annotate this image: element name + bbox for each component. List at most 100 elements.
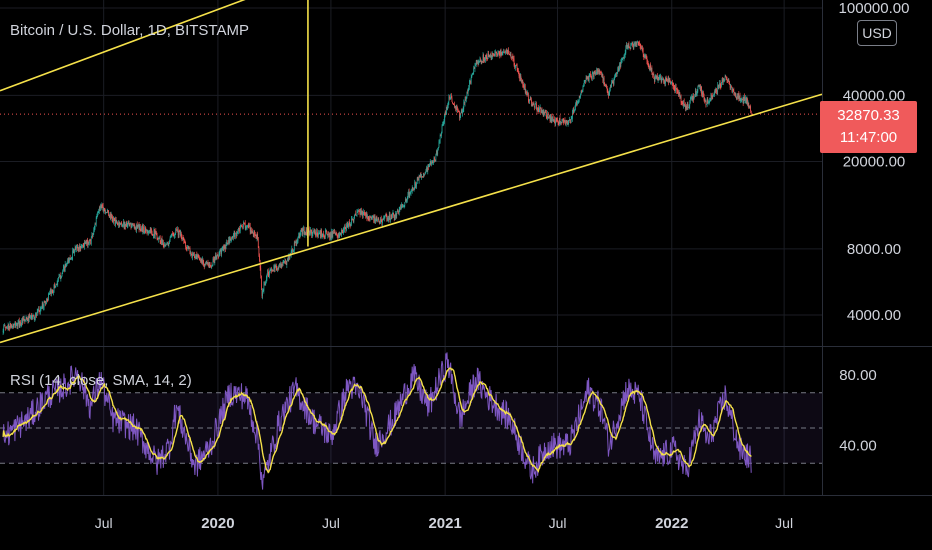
rsi-band-fill <box>0 392 822 464</box>
candle-body <box>421 176 423 178</box>
candle-body <box>377 219 378 221</box>
candle-body <box>576 102 578 105</box>
candle-body <box>343 229 345 230</box>
candle-body <box>169 237 171 242</box>
candle-body <box>281 264 283 267</box>
candle-body <box>370 216 372 218</box>
candle-body <box>30 317 31 319</box>
bar-countdown: 11:47:00 <box>839 129 898 146</box>
candle-body <box>342 229 344 234</box>
candle-body <box>470 80 471 83</box>
candle-body <box>460 112 462 118</box>
candle-body <box>234 233 236 238</box>
candle-body <box>203 263 204 266</box>
candle-body <box>464 99 466 104</box>
candle-body <box>389 214 391 220</box>
candle-body <box>3 325 5 331</box>
candle-body <box>161 238 162 243</box>
candle-body <box>589 73 591 75</box>
candle-body <box>31 316 33 320</box>
candle-body <box>631 44 632 45</box>
candle-body <box>321 235 323 237</box>
x-tick-label: Jul <box>95 515 113 531</box>
candle-body <box>602 74 604 82</box>
candle-body <box>671 82 673 83</box>
candle-body <box>565 121 567 125</box>
candle-body <box>487 53 489 59</box>
candle-body <box>156 235 158 240</box>
candle-body <box>637 41 639 43</box>
candle-body <box>518 73 520 77</box>
candle-body <box>48 293 50 295</box>
candle-body <box>431 162 432 164</box>
candle-body <box>13 324 15 327</box>
candle-body <box>500 50 502 56</box>
candle-body <box>436 150 438 155</box>
candle-body <box>193 253 195 255</box>
candle-body <box>704 101 706 102</box>
candle-body <box>297 241 298 243</box>
candle-body <box>69 257 70 261</box>
candle-body <box>10 323 11 328</box>
candle-body <box>242 226 244 228</box>
candle-body <box>517 70 519 71</box>
currency-button[interactable]: USD <box>857 20 897 46</box>
candle-body <box>285 261 287 265</box>
candle-body <box>172 233 173 235</box>
candle-body <box>400 205 402 210</box>
candle-body <box>729 84 731 88</box>
candle-body <box>257 234 259 238</box>
candle-body <box>287 259 289 261</box>
candle-body <box>529 100 530 101</box>
price-tick-label: 40000.00 <box>843 87 906 104</box>
candle-body <box>494 53 496 56</box>
candle-body <box>648 65 650 67</box>
candle-body <box>582 86 584 91</box>
candle-body <box>180 232 182 235</box>
candle-body <box>747 99 748 105</box>
candle-body <box>721 79 723 83</box>
candle-body <box>133 225 134 226</box>
candle-body <box>640 45 642 48</box>
candle-body <box>231 237 233 238</box>
candle-body <box>604 83 606 86</box>
candle-body <box>125 224 126 227</box>
candle-body <box>370 216 371 218</box>
candle-body <box>72 249 74 251</box>
candle-body <box>97 211 99 215</box>
candle-body <box>310 229 311 233</box>
candle-body <box>328 234 329 235</box>
candle-body <box>608 92 609 96</box>
candle-body <box>663 81 665 83</box>
candle-body <box>467 91 468 93</box>
candle-body <box>642 50 644 55</box>
candle-body <box>483 60 485 62</box>
candle-body <box>739 95 740 100</box>
candle-body <box>208 263 210 266</box>
candle-body <box>265 280 267 283</box>
candle-body <box>660 76 661 77</box>
candle-body <box>310 229 312 231</box>
candle-body <box>179 230 180 232</box>
candle-body <box>631 43 633 45</box>
candle-body <box>113 218 114 222</box>
candle-body <box>196 254 198 258</box>
candle-body <box>484 60 486 61</box>
price-tick-label: 4000.00 <box>847 307 901 324</box>
candle-body <box>36 314 37 316</box>
candle-body <box>275 264 277 268</box>
candle-body <box>485 55 487 56</box>
candle-body <box>388 214 390 219</box>
candle-body <box>300 229 302 233</box>
candle-body <box>103 209 105 211</box>
candle-body <box>43 307 44 308</box>
candle-body <box>408 191 410 196</box>
candle-body <box>110 213 111 220</box>
candle-body <box>709 99 711 101</box>
candle-body <box>501 55 502 56</box>
candle-body <box>211 264 213 266</box>
candle-body <box>496 55 498 56</box>
candle-body <box>375 219 376 222</box>
candle-body <box>459 117 461 119</box>
